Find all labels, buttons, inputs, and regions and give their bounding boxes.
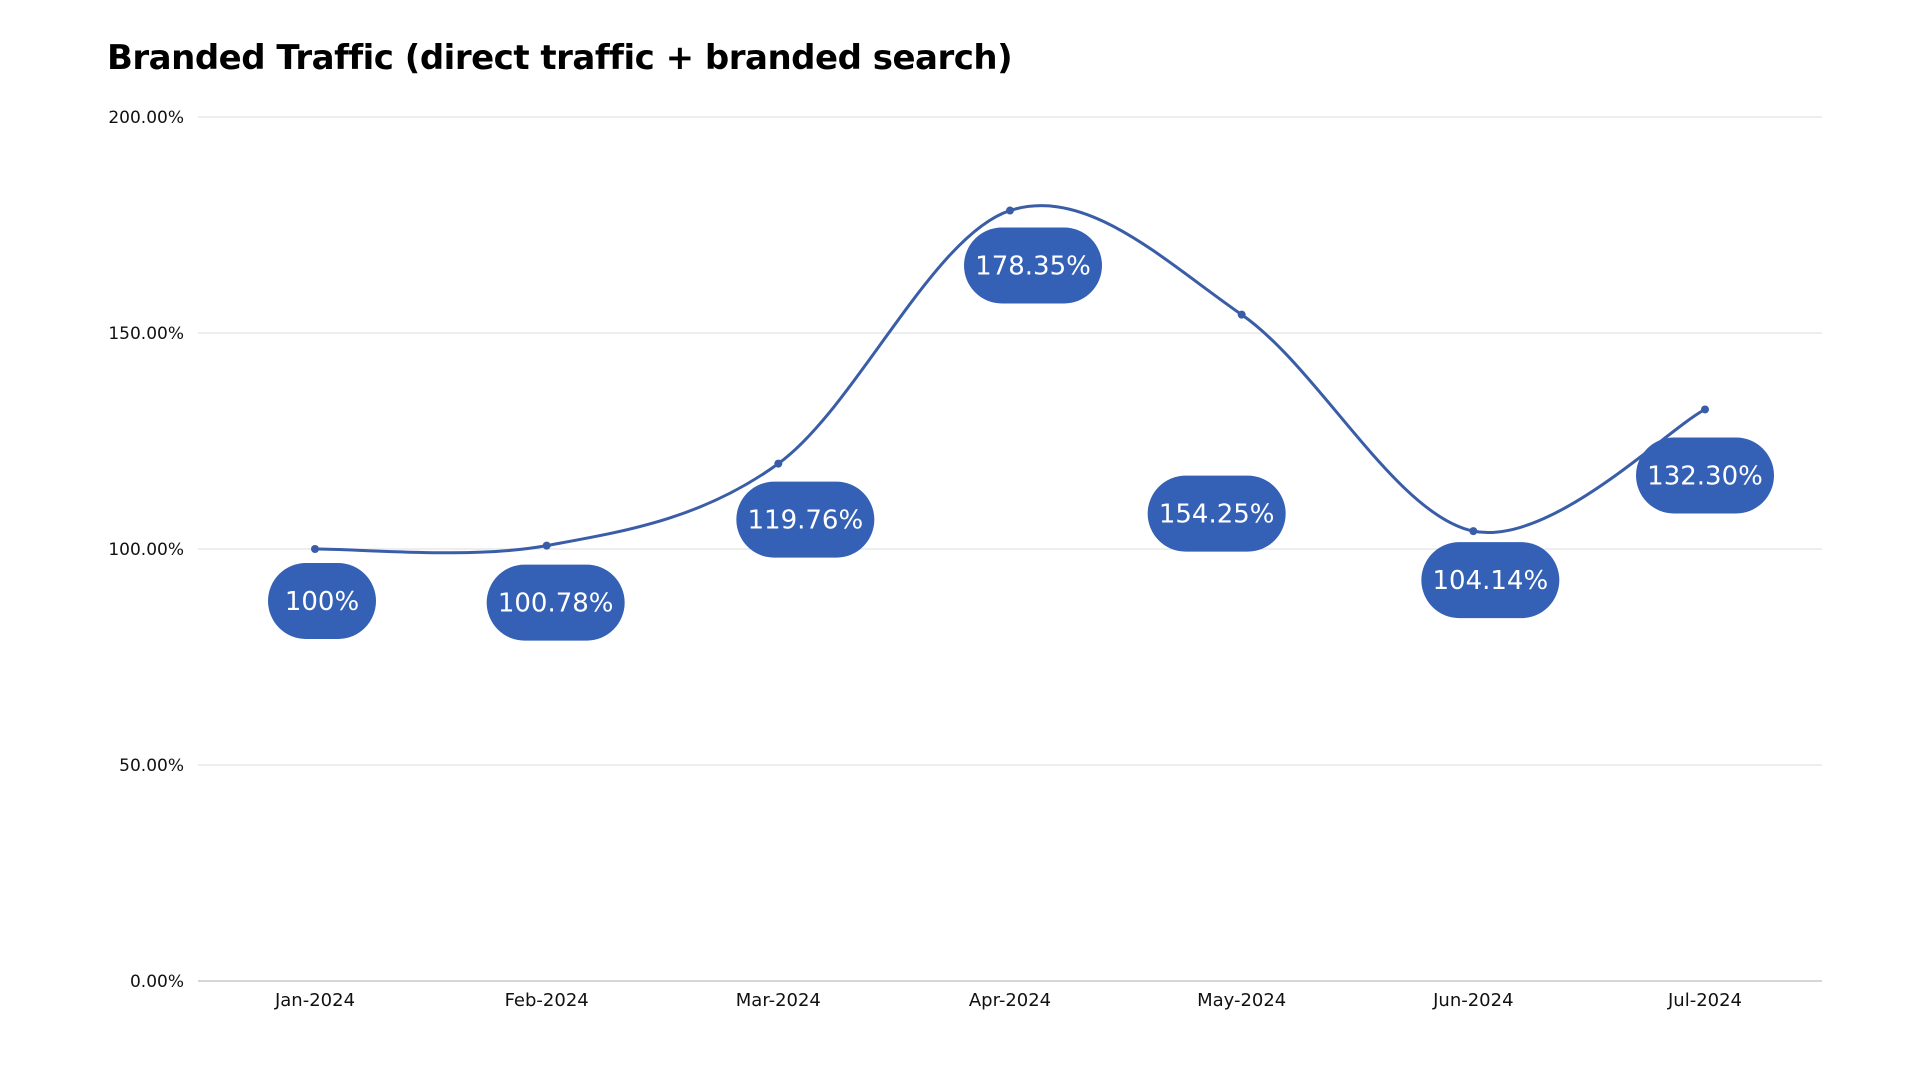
- data-label-pill: [1421, 542, 1560, 619]
- x-tick-label: May-2024: [1197, 990, 1286, 1011]
- data-label: 100.78%: [486, 564, 625, 641]
- data-label-text: 154.25%: [1159, 500, 1275, 530]
- data-label-pill: [964, 227, 1102, 304]
- data-point: [1701, 405, 1709, 414]
- data-label-pill: [1147, 475, 1286, 552]
- x-tick-label: Mar-2024: [736, 990, 821, 1011]
- data-point: [542, 541, 551, 550]
- y-tick-label: 200.00%: [108, 108, 184, 128]
- x-axis-ticks: Jan-2024 Feb-2024 Mar-2024 Apr-2024 May-2024…: [274, 990, 1742, 1011]
- y-axis-ticks: 0.00% 50.00% 100.00% 150.00% 200.00%: [108, 108, 184, 992]
- x-tick-label: Jan-2024: [274, 990, 355, 1011]
- grid-lines: [198, 116, 1822, 982]
- data-label: 178.35%: [964, 227, 1102, 304]
- chart-title: Branded Traffic (direct traffic + brande…: [107, 38, 1013, 78]
- data-point: [774, 459, 783, 468]
- data-point: [1237, 310, 1246, 319]
- data-label: 119.76%: [736, 481, 875, 558]
- x-tick-label: Jun-2024: [1432, 990, 1513, 1011]
- data-label-text: 100.78%: [498, 589, 614, 619]
- x-tick-label: Apr-2024: [969, 990, 1051, 1011]
- data-labels: 100% 100.78% 119.76% 178.35% 154.25% 104.14% 1…: [268, 227, 1774, 641]
- data-point: [311, 545, 319, 553]
- data-label: 154.25%: [1147, 475, 1286, 552]
- data-label-text: 178.35%: [975, 252, 1091, 282]
- data-label: 104.14%: [1421, 542, 1560, 619]
- data-label-pill: [486, 564, 625, 641]
- y-tick-label: 100.00%: [108, 540, 184, 560]
- data-label-text: 100%: [285, 587, 359, 617]
- x-tick-label: Feb-2024: [505, 990, 589, 1011]
- data-points: [311, 206, 1709, 553]
- data-label-text: 119.76%: [747, 506, 863, 536]
- data-label-pill: [268, 563, 376, 639]
- data-label: 100%: [268, 563, 376, 639]
- data-label-pill: [1636, 437, 1774, 514]
- y-tick-label: 150.00%: [108, 324, 184, 344]
- data-label-pill: [736, 481, 875, 558]
- data-label-text: 132.30%: [1647, 461, 1763, 491]
- data-label-text: 104.14%: [1432, 566, 1548, 596]
- y-tick-label: 0.00%: [130, 972, 184, 992]
- data-point: [1006, 206, 1014, 215]
- x-tick-label: Jul-2024: [1667, 990, 1742, 1011]
- y-tick-label: 50.00%: [119, 756, 184, 776]
- data-point: [1469, 527, 1478, 536]
- data-label: 132.30%: [1636, 437, 1774, 514]
